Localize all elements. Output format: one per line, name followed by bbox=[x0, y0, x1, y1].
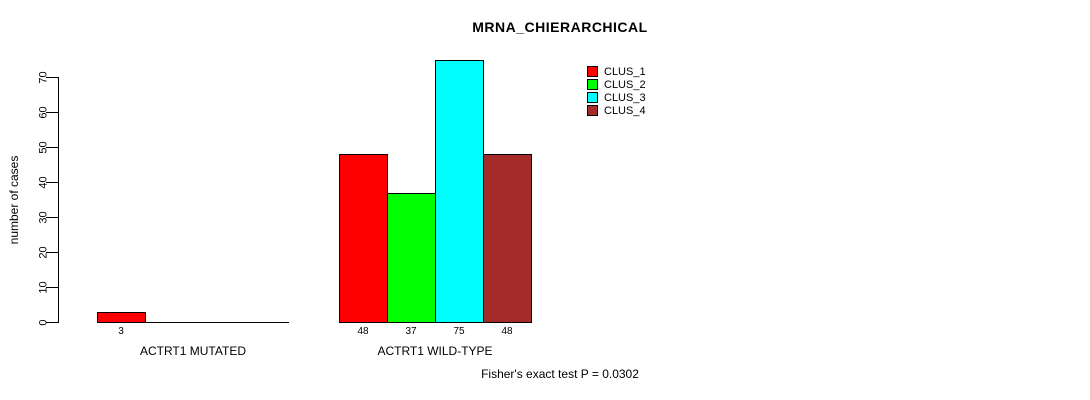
bar bbox=[435, 59, 484, 323]
bar bbox=[483, 154, 532, 323]
legend-swatch bbox=[587, 66, 598, 77]
y-tick-label: 10 bbox=[37, 280, 50, 294]
legend-item: CLUS_4 bbox=[587, 104, 646, 117]
y-tick-label: 40 bbox=[37, 175, 50, 189]
bar-value-label: 37 bbox=[405, 326, 417, 337]
legend-item: CLUS_2 bbox=[587, 78, 646, 91]
legend-swatch bbox=[587, 79, 598, 90]
chart-title: MRNA_CHIERARCHICAL bbox=[472, 19, 648, 35]
y-tick-mark bbox=[46, 217, 58, 218]
bar-value-label: 3 bbox=[118, 326, 124, 337]
y-tick-label: 60 bbox=[37, 105, 50, 119]
legend: CLUS_1 CLUS_2 CLUS_3 CLUS_4 bbox=[587, 65, 646, 117]
legend-label: CLUS_3 bbox=[604, 91, 646, 104]
bar bbox=[387, 192, 436, 323]
y-tick-label: 20 bbox=[37, 245, 50, 259]
y-tick-mark bbox=[46, 252, 58, 253]
y-axis-line bbox=[58, 77, 59, 323]
y-tick-mark bbox=[46, 147, 58, 148]
y-tick-mark bbox=[46, 287, 58, 288]
bar bbox=[97, 311, 146, 323]
y-axis-title: number of cases bbox=[7, 155, 21, 245]
y-tick-label: 70 bbox=[37, 70, 50, 84]
y-tick-mark bbox=[46, 77, 58, 78]
bar-value-label: 48 bbox=[357, 326, 369, 337]
group-label: ACTRT1 MUTATED bbox=[139, 344, 246, 358]
y-tick-mark bbox=[46, 112, 58, 113]
annotation-text: Fisher's exact test P = 0.0302 bbox=[481, 367, 639, 381]
y-tick-label: 30 bbox=[37, 210, 50, 224]
legend-label: CLUS_4 bbox=[604, 104, 646, 117]
bar-value-label: 75 bbox=[453, 326, 465, 337]
group-label: ACTRT1 WILD-TYPE bbox=[377, 344, 493, 358]
y-tick-mark bbox=[46, 322, 58, 323]
legend-swatch bbox=[587, 105, 598, 116]
legend-label: CLUS_1 bbox=[604, 65, 646, 78]
y-tick-mark bbox=[46, 182, 58, 183]
legend-item: CLUS_3 bbox=[587, 91, 646, 104]
y-tick-label: 50 bbox=[37, 140, 50, 154]
legend-item: CLUS_1 bbox=[587, 65, 646, 78]
group-baseline bbox=[97, 322, 289, 323]
bar-value-label: 48 bbox=[501, 326, 513, 337]
legend-swatch bbox=[587, 92, 598, 103]
y-tick-label: 0 bbox=[37, 318, 50, 326]
bar bbox=[339, 154, 388, 323]
legend-label: CLUS_2 bbox=[604, 78, 646, 91]
